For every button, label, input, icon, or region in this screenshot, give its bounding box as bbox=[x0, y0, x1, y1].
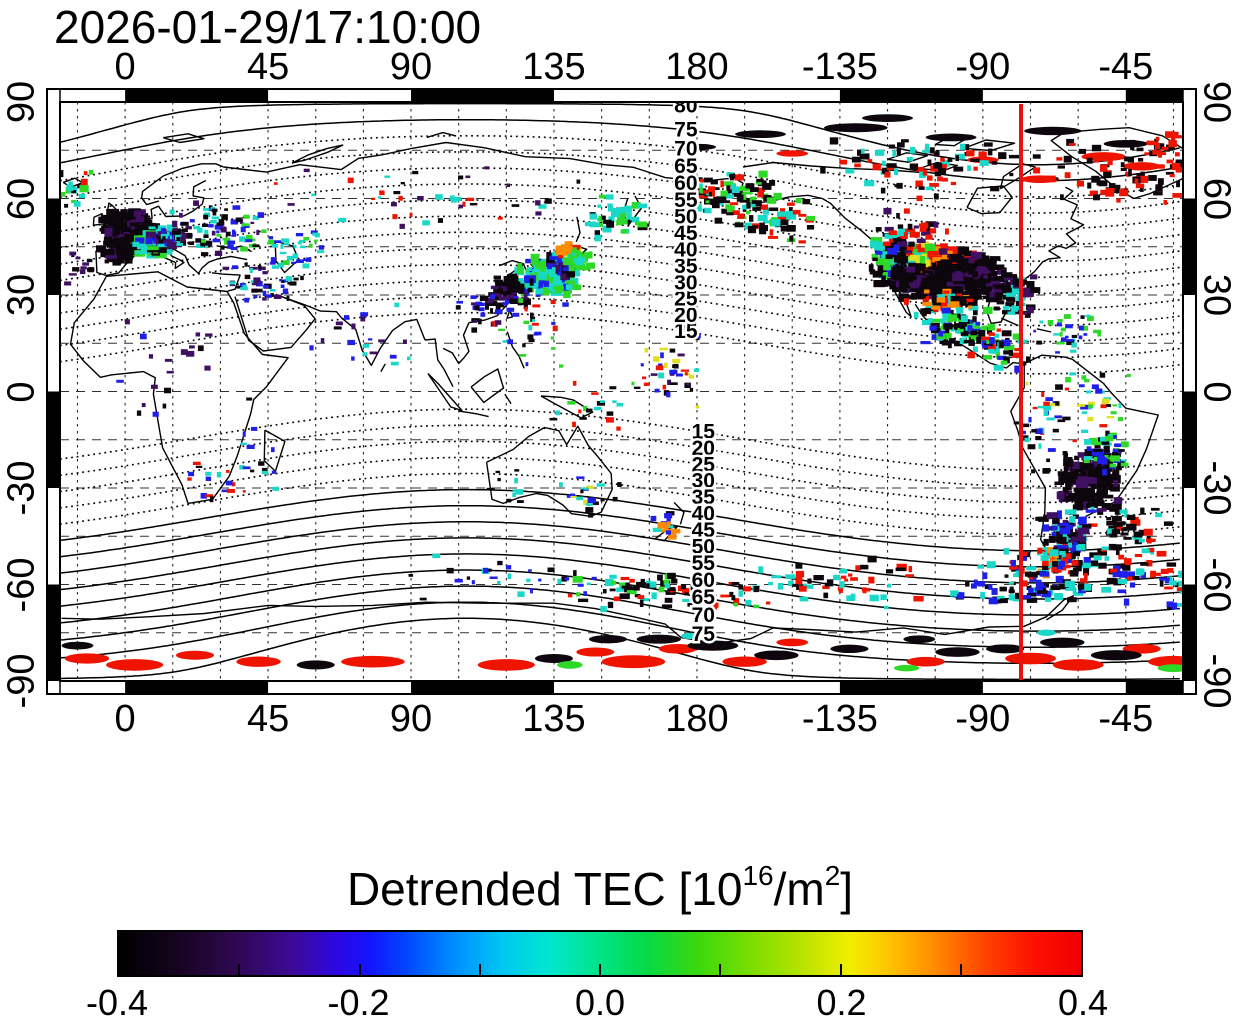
colorbar-minor-tick bbox=[599, 964, 601, 975]
x-axis-tick-label-bottom: -90 bbox=[955, 698, 1011, 740]
tec-streaks bbox=[61, 114, 1183, 672]
svg-text:40: 40 bbox=[692, 503, 715, 526]
colorbar-minor-tick bbox=[719, 964, 722, 975]
colorbar-tick-label: 0.2 bbox=[816, 982, 867, 1023]
svg-text:25: 25 bbox=[674, 288, 698, 311]
x-axis-tick-label-bottom: 45 bbox=[246, 698, 290, 740]
tec-scatter-points bbox=[60, 131, 1183, 615]
colorbar-minor-tick bbox=[478, 964, 481, 975]
x-axis-tick-label-top: -135 bbox=[801, 46, 878, 88]
svg-text:80: 80 bbox=[674, 94, 697, 117]
x-axis-tick-label-bottom: 90 bbox=[389, 698, 433, 740]
svg-text:70: 70 bbox=[692, 604, 715, 627]
timestamp-title: 2026-01-29/17:10:00 bbox=[54, 1, 482, 53]
svg-text:30: 30 bbox=[674, 271, 697, 294]
svg-text:65: 65 bbox=[674, 155, 698, 178]
x-axis-tick-label-top: 0 bbox=[114, 46, 136, 88]
colorbar-minor-tick bbox=[959, 964, 962, 975]
colorbar-tick-label: 0.0 bbox=[574, 982, 626, 1023]
x-axis-tick-label-bottom: 0 bbox=[114, 698, 136, 740]
svg-text:50: 50 bbox=[674, 206, 697, 229]
svg-text:55: 55 bbox=[674, 189, 698, 212]
svg-text:45: 45 bbox=[692, 519, 716, 542]
x-axis-tick-label-top: -90 bbox=[955, 46, 1011, 88]
x-axis-tick-label-bottom: 135 bbox=[522, 698, 586, 740]
svg-text:75: 75 bbox=[692, 623, 716, 646]
svg-text:60: 60 bbox=[692, 569, 715, 592]
x-axis-tick-label-top: 180 bbox=[665, 46, 729, 88]
x-axis-tick-label-bottom: -135 bbox=[801, 698, 878, 740]
svg-text:70: 70 bbox=[674, 137, 697, 160]
svg-text:50: 50 bbox=[692, 536, 715, 559]
svg-text:55: 55 bbox=[692, 552, 716, 575]
colorbar-tick-label: -0.4 bbox=[85, 982, 149, 1023]
svg-text:40: 40 bbox=[674, 239, 697, 262]
contour-labels: 1520253035404550556065707580152025303540… bbox=[672, 94, 718, 648]
x-axis-tick-label-bottom: 180 bbox=[665, 698, 729, 740]
x-axis-tick-label-top: -45 bbox=[1098, 46, 1154, 88]
svg-text:35: 35 bbox=[692, 486, 716, 509]
svg-text:15: 15 bbox=[692, 421, 716, 444]
svg-text:15: 15 bbox=[674, 320, 698, 343]
svg-text:20: 20 bbox=[692, 437, 715, 460]
colorbar-tick-label: 0.4 bbox=[1057, 982, 1109, 1023]
x-axis-tick-label-top: 135 bbox=[522, 46, 586, 88]
svg-text:75: 75 bbox=[674, 119, 698, 142]
x-axis-tick-label-bottom: -45 bbox=[1098, 698, 1154, 740]
colorbar-title: Detrended TEC [1016/m2] bbox=[346, 860, 854, 915]
coastlines bbox=[61, 127, 1183, 645]
colorbar-minor-tick bbox=[238, 964, 241, 975]
svg-text:60: 60 bbox=[674, 172, 697, 195]
zebra-map-frame bbox=[46, 88, 1197, 695]
svg-text:45: 45 bbox=[674, 222, 698, 245]
colorbar-tick-label: -0.2 bbox=[327, 982, 390, 1023]
svg-text:30: 30 bbox=[692, 470, 715, 493]
colorbar-minor-tick bbox=[839, 964, 842, 975]
svg-text:25: 25 bbox=[692, 453, 716, 476]
colorbar-minor-tick bbox=[358, 964, 361, 975]
svg-text:65: 65 bbox=[692, 586, 716, 609]
svg-text:20: 20 bbox=[674, 304, 697, 327]
x-axis-tick-label-top: 45 bbox=[246, 46, 290, 88]
map-plot-area: 1520253035404550556065707580152025303540… bbox=[60, 94, 1183, 681]
graticule-grid bbox=[60, 102, 1183, 681]
colorbar-gradient bbox=[117, 930, 1083, 977]
x-axis-tick-label-top: 90 bbox=[389, 46, 433, 88]
svg-text:35: 35 bbox=[674, 255, 698, 278]
